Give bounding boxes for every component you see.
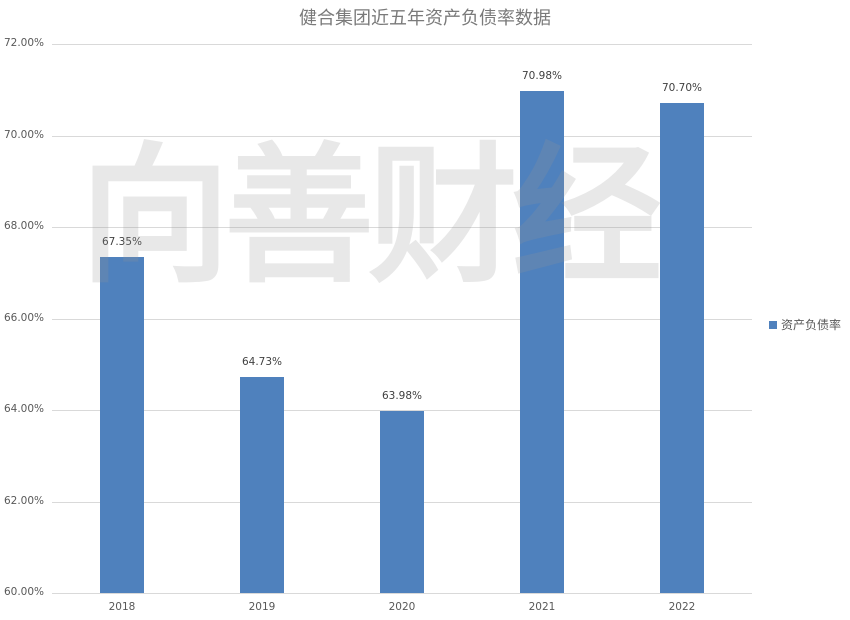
legend-label: 资产负债率 (781, 318, 842, 332)
data-label: 67.35% (101, 235, 143, 248)
gridline (52, 593, 752, 594)
data-label: 63.98% (381, 389, 423, 402)
gridline (52, 227, 752, 228)
bar-2020 (380, 410, 424, 593)
y-tick-label: 60.00% (3, 586, 44, 598)
x-tick-label: 2021 (528, 601, 556, 613)
x-tick-label: 2022 (668, 601, 696, 613)
y-tick-label: 70.00% (3, 128, 44, 141)
x-tick-label: 2020 (388, 601, 416, 613)
data-label: 70.98% (521, 69, 563, 82)
data-label: 70.70% (661, 82, 703, 95)
bar-2018 (100, 256, 144, 593)
bar-2022 (660, 103, 704, 593)
gridline (52, 135, 752, 137)
y-tick-label: 72.00% (3, 37, 44, 49)
y-tick-label: 66.00% (3, 311, 44, 324)
y-tick-label: 62.00% (3, 494, 44, 507)
gridline (52, 410, 752, 411)
chart-title: 健合集团近五年资产负债率数据 (299, 8, 551, 29)
x-tick-label: 2018 (108, 601, 136, 613)
data-label: 64.73% (241, 355, 283, 368)
y-tick-label: 64.00% (3, 403, 44, 415)
x-tick-label: 2019 (248, 601, 276, 613)
legend-swatch-icon (769, 320, 777, 329)
legend: 资产负债率 (769, 316, 841, 333)
y-tick-label: 68.00% (3, 220, 44, 232)
gridline (52, 318, 752, 320)
bar-2019 (240, 376, 284, 593)
bar-2021 (520, 90, 564, 593)
gridline (52, 44, 752, 45)
